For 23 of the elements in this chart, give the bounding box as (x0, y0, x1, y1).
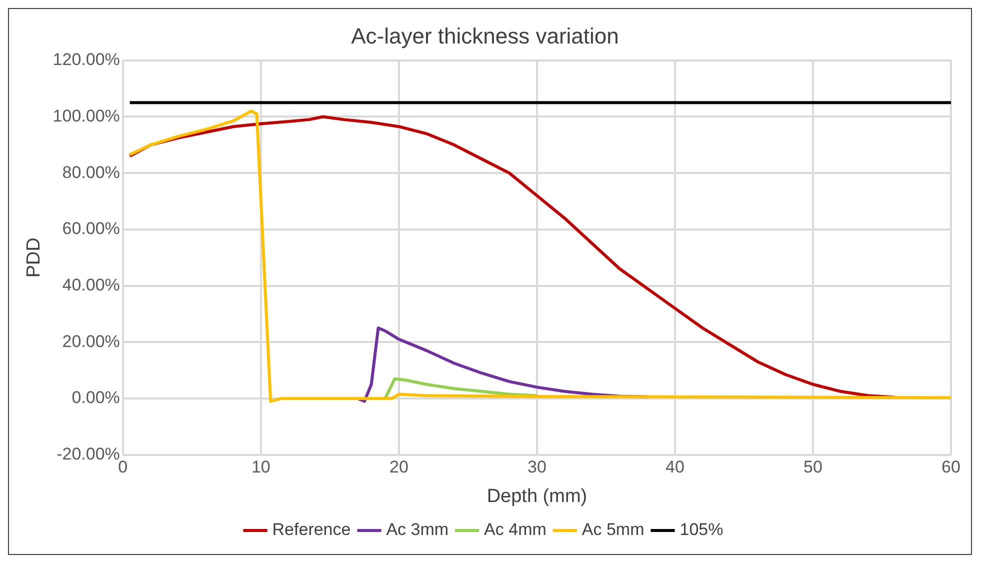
x-tick-label: 20 (389, 458, 408, 477)
y-tick-label: 40.00% (62, 275, 120, 294)
x-tick-label: 60 (942, 458, 960, 477)
y-tick-label: 20.00% (62, 332, 120, 351)
y-tick-label: 60.00% (62, 219, 120, 238)
y-axis-title: PDD (24, 238, 45, 278)
chart-title: Ac-layer thickness variation (351, 23, 619, 48)
y-tick-label: 0.00% (72, 388, 120, 408)
y-tick-label: 80.00% (62, 162, 120, 182)
x-tick-label: 40 (666, 458, 684, 477)
legend-label: 105% (680, 520, 724, 540)
x-tick-label: 0 (118, 458, 128, 477)
x-tick-label: 10 (251, 458, 270, 477)
y-tick-label: 100.00% (52, 106, 120, 126)
legend-label: Ac 5mm (582, 520, 644, 540)
x-axis-title: Depth (mm) (486, 486, 588, 507)
x-tick-label: 50 (804, 458, 822, 477)
legend-label: Ac 3mm (386, 520, 449, 540)
legend-label: Reference (272, 520, 351, 540)
x-tick-label: 30 (527, 458, 546, 477)
y-tick-label: 120.00% (52, 50, 120, 70)
legend-label: Ac 4mm (484, 520, 546, 540)
y-tick-label: -20.00% (56, 444, 120, 464)
